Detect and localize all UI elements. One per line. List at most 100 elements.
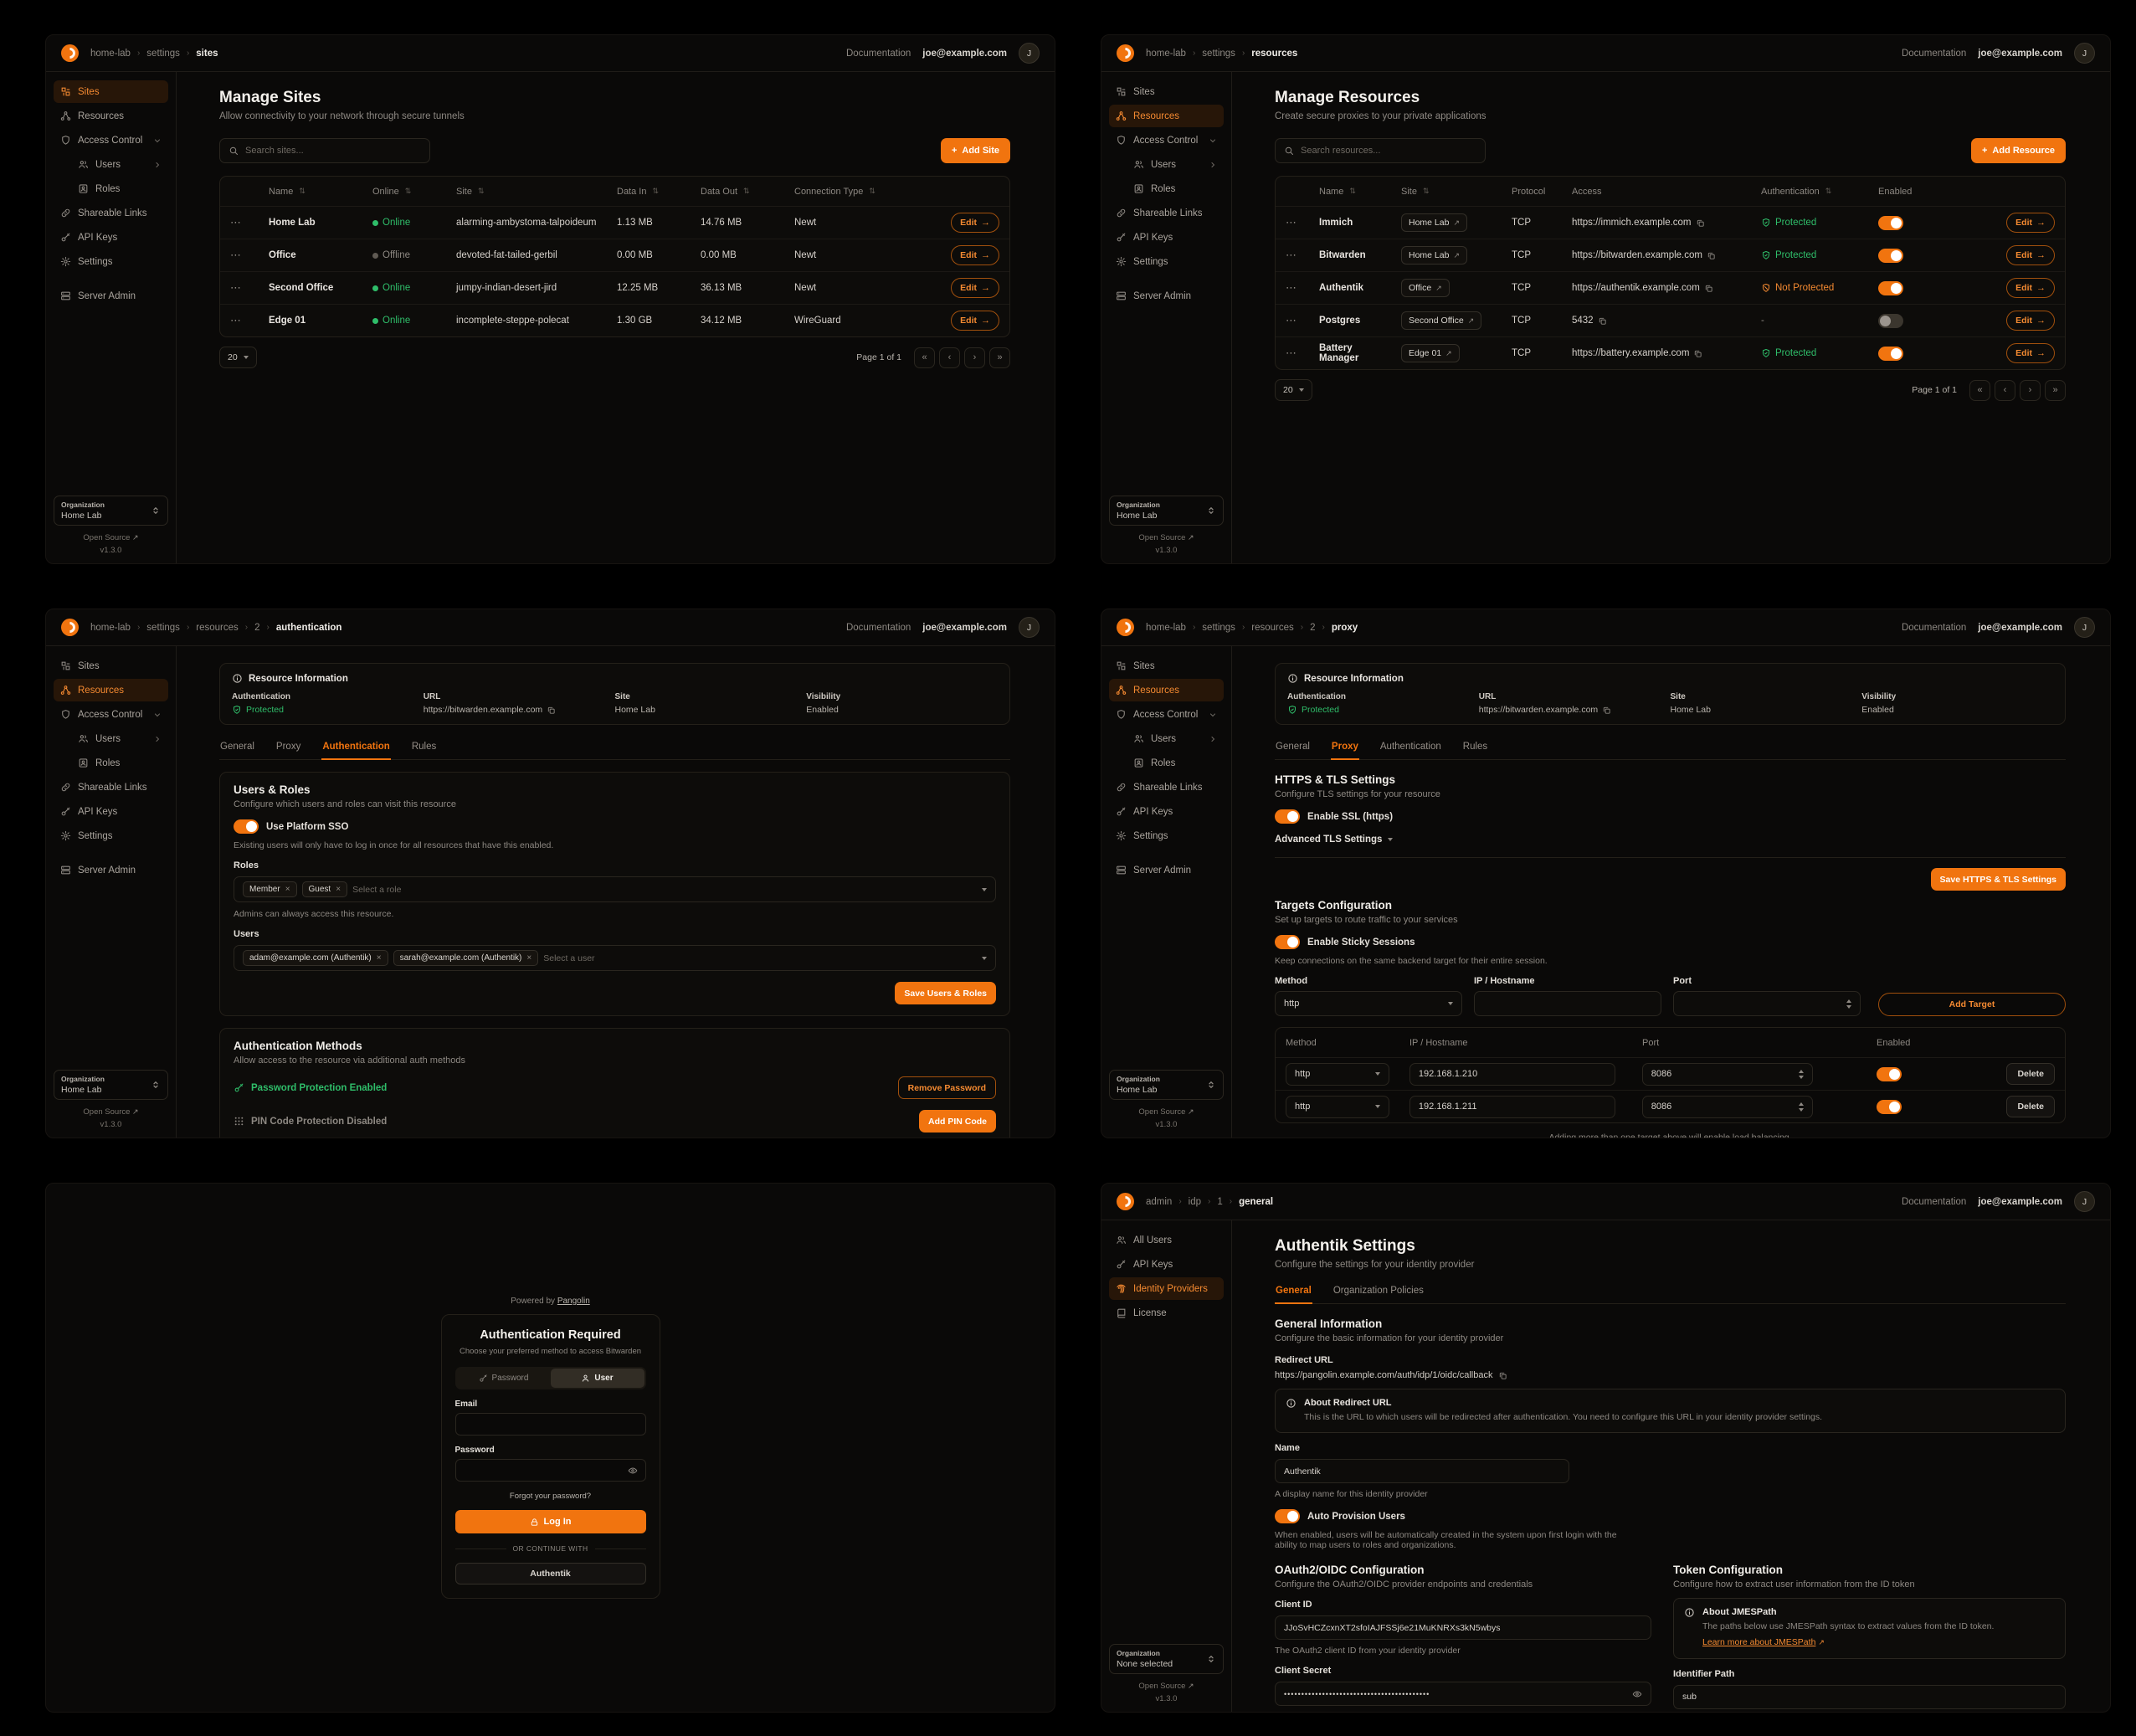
tab-proxy[interactable]: Proxy: [1330, 736, 1359, 760]
ip-hostname-input[interactable]: 192.168.1.211: [1409, 1095, 1615, 1118]
breadcrumb-org[interactable]: home-lab: [90, 622, 131, 633]
password-input[interactable]: [463, 1465, 628, 1476]
edit-button[interactable]: Edit →: [951, 213, 999, 233]
documentation-link[interactable]: Documentation: [1901, 622, 1967, 633]
search-input[interactable]: Search sites...: [219, 138, 430, 163]
remove-chip-icon[interactable]: ×: [526, 953, 532, 963]
user-avatar[interactable]: J: [1019, 617, 1040, 638]
sidebar-item-sites[interactable]: Sites: [1109, 80, 1224, 103]
sidebar-item-sites[interactable]: Sites: [1109, 655, 1224, 677]
edit-button[interactable]: Edit →: [2006, 245, 2055, 265]
prev-page-button[interactable]: ‹: [1995, 379, 2015, 401]
sidebar-item-settings[interactable]: Settings: [54, 250, 168, 273]
next-page-button[interactable]: ›: [964, 347, 985, 368]
platform-sso-toggle[interactable]: [234, 819, 259, 834]
tab-rules[interactable]: Rules: [1462, 742, 1488, 752]
ip-hostname-input[interactable]: [1474, 991, 1661, 1016]
sidebar-item-settings[interactable]: Settings: [1109, 250, 1224, 273]
user-chip[interactable]: adam@example.com (Authentik) ×: [243, 950, 388, 966]
target-enabled-toggle[interactable]: [1876, 1099, 1902, 1114]
identifier-path-input[interactable]: sub: [1673, 1684, 2066, 1709]
sidebar-item-roles[interactable]: Roles: [71, 177, 168, 200]
user-email[interactable]: joe@example.com: [1978, 1196, 2062, 1207]
sidebar-item-settings[interactable]: Settings: [54, 824, 168, 847]
sidebar-item-api-keys[interactable]: API Keys: [54, 226, 168, 249]
documentation-link[interactable]: Documentation: [845, 622, 911, 633]
sidebar-item-shareable-links[interactable]: Shareable Links: [54, 202, 168, 224]
breadcrumb-proxy[interactable]: proxy: [1331, 622, 1358, 633]
tab-general[interactable]: General: [220, 742, 254, 752]
documentation-link[interactable]: Documentation: [1901, 48, 1967, 59]
target-enabled-toggle[interactable]: [1876, 1066, 1902, 1081]
authentik-sso-button[interactable]: Authentik: [454, 1563, 646, 1584]
sidebar-item-resources[interactable]: Resources: [1109, 679, 1224, 701]
sidebar-item-users[interactable]: Users: [71, 727, 168, 750]
breadcrumb-resources[interactable]: resources: [1251, 48, 1298, 59]
sidebar-item-resources[interactable]: Resources: [54, 679, 168, 701]
enabled-toggle[interactable]: [1878, 346, 1903, 361]
open-source-link[interactable]: Open Source ↗: [1138, 533, 1194, 542]
pangolin-logo-icon[interactable]: [1117, 619, 1134, 636]
sidebar-item-license[interactable]: License: [1109, 1302, 1224, 1324]
breadcrumb-org[interactable]: home-lab: [1146, 622, 1186, 633]
breadcrumb-resources[interactable]: resources: [196, 622, 239, 633]
organization-selector[interactable]: Organization Home Lab: [1109, 1070, 1224, 1100]
user-chip[interactable]: sarah@example.com (Authentik) ×: [393, 950, 539, 966]
breadcrumb-authentication[interactable]: authentication: [275, 622, 342, 633]
client-secret-input[interactable]: ••••••••••••••••••••••••••••••••••••••••…: [1275, 1682, 1651, 1707]
port-input[interactable]: 8086: [1641, 1062, 1813, 1086]
row-menu-icon[interactable]: ⋯: [230, 216, 241, 229]
sidebar-item-api-keys[interactable]: API Keys: [1109, 226, 1224, 249]
log-in-button[interactable]: Log In: [454, 1510, 646, 1533]
sidebar-item-access-control[interactable]: Access Control: [54, 129, 168, 152]
sidebar-item-settings[interactable]: Settings: [1109, 824, 1224, 847]
enabled-toggle[interactable]: [1878, 248, 1903, 263]
edit-button[interactable]: Edit →: [2006, 343, 2055, 363]
sidebar-item-api-keys[interactable]: API Keys: [1109, 800, 1224, 823]
tab-authentication[interactable]: Authentication: [1379, 742, 1441, 752]
first-page-button[interactable]: «: [914, 347, 935, 368]
sidebar-item-access-control[interactable]: Access Control: [1109, 703, 1224, 726]
edit-button[interactable]: Edit →: [951, 278, 999, 298]
row-menu-icon[interactable]: ⋯: [1286, 216, 1296, 229]
first-page-button[interactable]: «: [1969, 379, 1990, 401]
edit-button[interactable]: Edit →: [2006, 311, 2055, 331]
jmespath-learn-more-link[interactable]: Learn more about JMESPath: [1702, 1637, 1816, 1648]
remove-chip-icon[interactable]: ×: [336, 885, 341, 894]
organization-selector[interactable]: Organization None selected: [1109, 1644, 1224, 1674]
user-email[interactable]: joe@example.com: [1978, 622, 2062, 633]
advanced-tls-settings[interactable]: Advan​ced TLS Settings: [1275, 835, 2066, 845]
user-email[interactable]: joe@example.com: [922, 48, 1007, 59]
organization-selector[interactable]: Organization Home Lab: [1109, 496, 1224, 526]
method-select[interactable]: http: [1286, 1095, 1389, 1118]
copy-icon[interactable]: [1498, 1371, 1507, 1380]
page-size-select[interactable]: 20: [1275, 379, 1312, 401]
forgot-password-link[interactable]: Forgot your password?: [509, 1492, 592, 1501]
sidebar-item-shareable-links[interactable]: Shareable Links: [1109, 202, 1224, 224]
pangolin-logo-icon[interactable]: [1117, 44, 1134, 62]
breadcrumb-sites[interactable]: sites: [196, 48, 218, 59]
sort-icon[interactable]: ⇅: [404, 187, 412, 195]
documentation-link[interactable]: Documentation: [845, 48, 911, 59]
sidebar-item-resources[interactable]: Resources: [54, 105, 168, 127]
sidebar-item-roles[interactable]: Roles: [1127, 177, 1224, 200]
sidebar-item-users[interactable]: Users: [1127, 727, 1224, 750]
stepper-icon[interactable]: [1846, 999, 1851, 1009]
pangolin-logo-icon[interactable]: [61, 619, 79, 636]
tab-user[interactable]: User: [550, 1369, 644, 1388]
auto-provision-toggle[interactable]: [1275, 1509, 1300, 1524]
site-badge[interactable]: Office ↗: [1401, 279, 1450, 297]
open-source-link[interactable]: Open Source ↗: [83, 1107, 139, 1117]
users-select[interactable]: adam@example.com (Authentik) × sarah@exam…: [234, 945, 996, 971]
add-site-button[interactable]: + Add Site: [940, 138, 1010, 163]
tab-proxy[interactable]: Proxy: [275, 742, 301, 752]
sort-icon[interactable]: ⇅: [477, 187, 485, 195]
open-source-link[interactable]: Open Source ↗: [1138, 1107, 1194, 1117]
breadcrumb-resource-id[interactable]: 2: [1310, 622, 1316, 633]
breadcrumb-settings[interactable]: settings: [146, 48, 180, 59]
copy-icon[interactable]: [1693, 349, 1702, 358]
copy-icon[interactable]: [547, 706, 556, 715]
role-chip[interactable]: Guest ×: [301, 881, 348, 897]
breadcrumb-org[interactable]: home-lab: [1146, 48, 1186, 59]
enabled-toggle[interactable]: [1878, 215, 1903, 230]
